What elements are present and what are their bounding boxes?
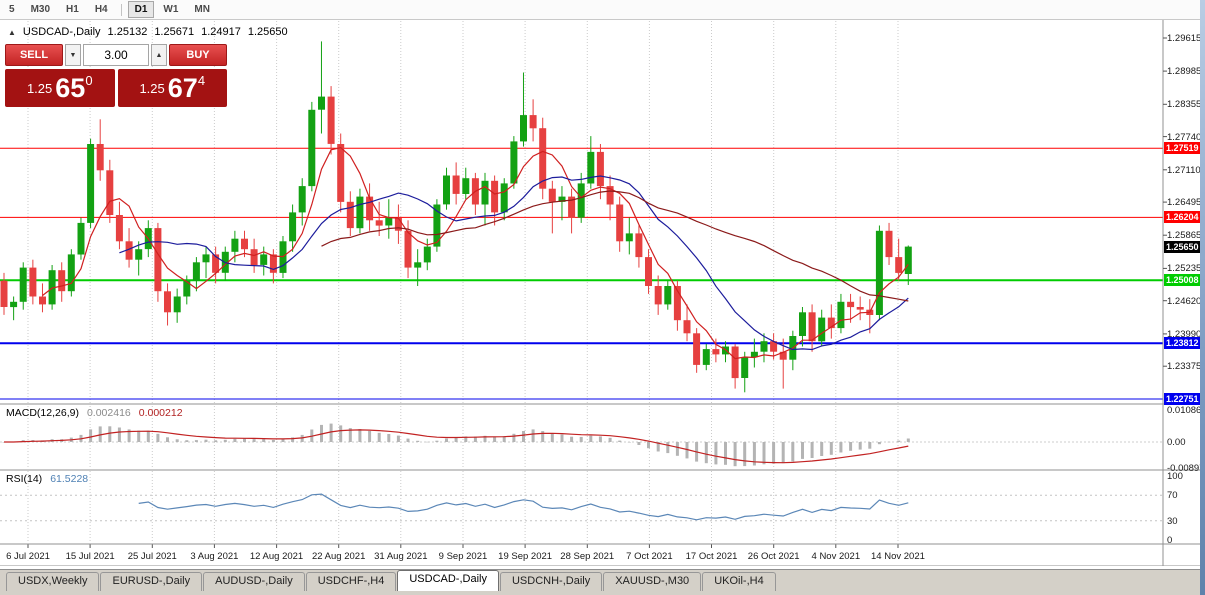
one-click-trading-panel: SELL ▼ ▲ BUY 1.25 65 0 1.25 67 xyxy=(5,44,227,107)
timeframe-button-mn[interactable]: MN xyxy=(194,4,210,15)
chart-tabs-bar: USDX,Weekly EURUSD-,Daily AUDUSD-,Daily USD… xyxy=(0,569,1205,591)
macd-name: MACD(12,26,9) xyxy=(6,407,79,419)
chart-tab-usdx-weekly[interactable]: USDX,Weekly xyxy=(6,572,100,591)
timeframe-button-5[interactable]: 5 xyxy=(9,4,15,15)
macd-main-value: 0.002416 xyxy=(86,407,131,419)
chart-title: ▲ USDCAD-,Daily 1.25132 1.25671 1.24917 … xyxy=(8,26,288,38)
bid-pips: 65 xyxy=(55,72,86,103)
chart-tab-ukoil-h4[interactable]: UKOil-,H4 xyxy=(702,572,776,591)
rsi-indicator-label: RSI(14) 61.5228 xyxy=(6,473,88,485)
ask-big-figure: 1.25 xyxy=(139,80,165,96)
window-right-border xyxy=(1200,0,1205,595)
bid-big-figure: 1.25 xyxy=(26,80,53,96)
rsi-value: 61.5228 xyxy=(50,473,89,485)
chart-tab-usdcnh-daily[interactable]: USDCNH-,Daily xyxy=(499,572,603,591)
timeframe-button-d1[interactable]: D1 xyxy=(127,1,155,18)
chart-tab-audusd-daily[interactable]: AUDUSD-,Daily xyxy=(203,572,305,591)
sell-button[interactable]: SELL xyxy=(5,44,63,66)
macd-indicator-label: MACD(12,26,9) 0.002416 0.000212 xyxy=(6,407,183,419)
ohlc-close: 1.25650 xyxy=(247,26,288,38)
bid-price-display[interactable]: 1.25 65 0 xyxy=(5,69,115,107)
chart-tab-eurusd-daily[interactable]: EURUSD-,Daily xyxy=(100,572,203,591)
toolbar-divider xyxy=(120,3,122,16)
ask-price-display[interactable]: 1.25 67 4 xyxy=(117,69,227,107)
rsi-name: RSI(14) xyxy=(6,473,43,485)
chevron-up-icon: ▲ xyxy=(155,51,163,59)
ask-pipette: 4 xyxy=(197,73,206,88)
chart-symbol-label: USDCAD-,Daily xyxy=(22,26,101,38)
macd-signal-value: 0.000212 xyxy=(138,407,183,419)
ohlc-high: 1.25671 xyxy=(154,26,195,38)
timeframe-button-h4[interactable]: H4 xyxy=(94,4,108,15)
timeframe-button-h1[interactable]: H1 xyxy=(66,4,79,15)
chart-tab-usdchf-h4[interactable]: USDCHF-,H4 xyxy=(305,572,397,591)
timeframe-button-w1[interactable]: W1 xyxy=(163,4,179,15)
chevron-down-icon: ▼ xyxy=(69,51,77,59)
timeframe-toolbar: 5 M30 H1 H4 D1 W1 MN xyxy=(0,0,1205,20)
collapse-arrow-icon[interactable]: ▲ xyxy=(8,27,16,37)
bid-pipette: 0 xyxy=(85,73,93,88)
buy-button[interactable]: BUY xyxy=(169,44,227,66)
ask-pips: 67 xyxy=(167,72,198,103)
timeframe-button-m30[interactable]: M30 xyxy=(30,4,51,15)
lot-increase-button[interactable]: ▲ xyxy=(151,44,167,66)
chart-area[interactable]: 1.29615 1.28985 1.28355 1.27740 1.27110 1.264… xyxy=(0,20,1205,566)
chart-tab-xauusd-m30[interactable]: XAUUSD-,M30 xyxy=(603,572,702,591)
lot-decrease-button[interactable]: ▼ xyxy=(65,44,81,66)
ohlc-open: 1.25132 xyxy=(107,26,148,38)
ohlc-low: 1.24917 xyxy=(201,26,241,38)
price-chart-svg xyxy=(0,20,1205,566)
status-strip xyxy=(0,591,1205,595)
lot-size-input[interactable] xyxy=(83,44,149,66)
chart-tab-usdcad-daily[interactable]: USDCAD-,Daily xyxy=(397,570,499,591)
